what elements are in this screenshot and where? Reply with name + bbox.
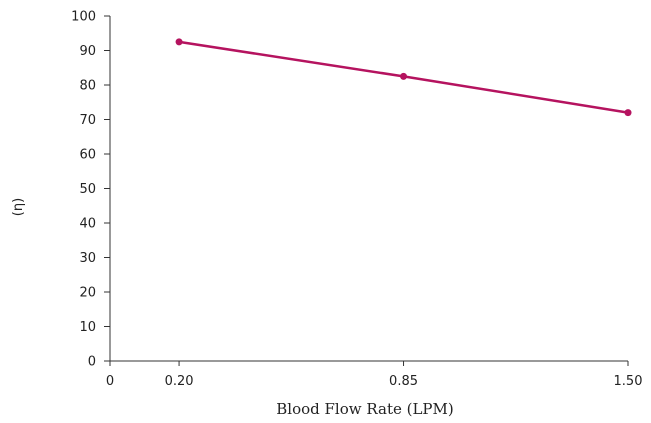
y-tick-label: 90 [79, 44, 96, 59]
x-axis-title: Blood Flow Rate (LPM) [276, 400, 453, 418]
x-tick-label: 0.85 [389, 374, 418, 389]
data-point [175, 38, 183, 46]
x-axis: 0 0.20 0.85 1.50 [106, 360, 643, 389]
data-point [624, 109, 632, 117]
y-tick-label: 80 [79, 79, 96, 94]
y-tick-label: 70 [79, 113, 96, 128]
series-group [175, 38, 632, 117]
y-tick-label: 40 [79, 217, 96, 232]
y-tick-label: 100 [71, 10, 96, 25]
x-tick-label: 1.50 [614, 374, 643, 389]
data-point [400, 72, 408, 80]
y-tick-label: 60 [79, 148, 96, 163]
y-tick-label: 0 [88, 355, 96, 370]
y-tick-label: 50 [79, 182, 96, 197]
x-tick-label: 0.20 [165, 374, 194, 389]
y-axis: 0 10 20 30 40 50 60 70 80 90 100 [71, 10, 111, 370]
y-tick-label: 10 [79, 320, 96, 335]
y-axis-title: (η) [11, 198, 26, 216]
y-tick-label: 30 [79, 251, 96, 266]
y-tick-label: 20 [79, 286, 96, 301]
x-tick-label: 0 [106, 374, 114, 389]
